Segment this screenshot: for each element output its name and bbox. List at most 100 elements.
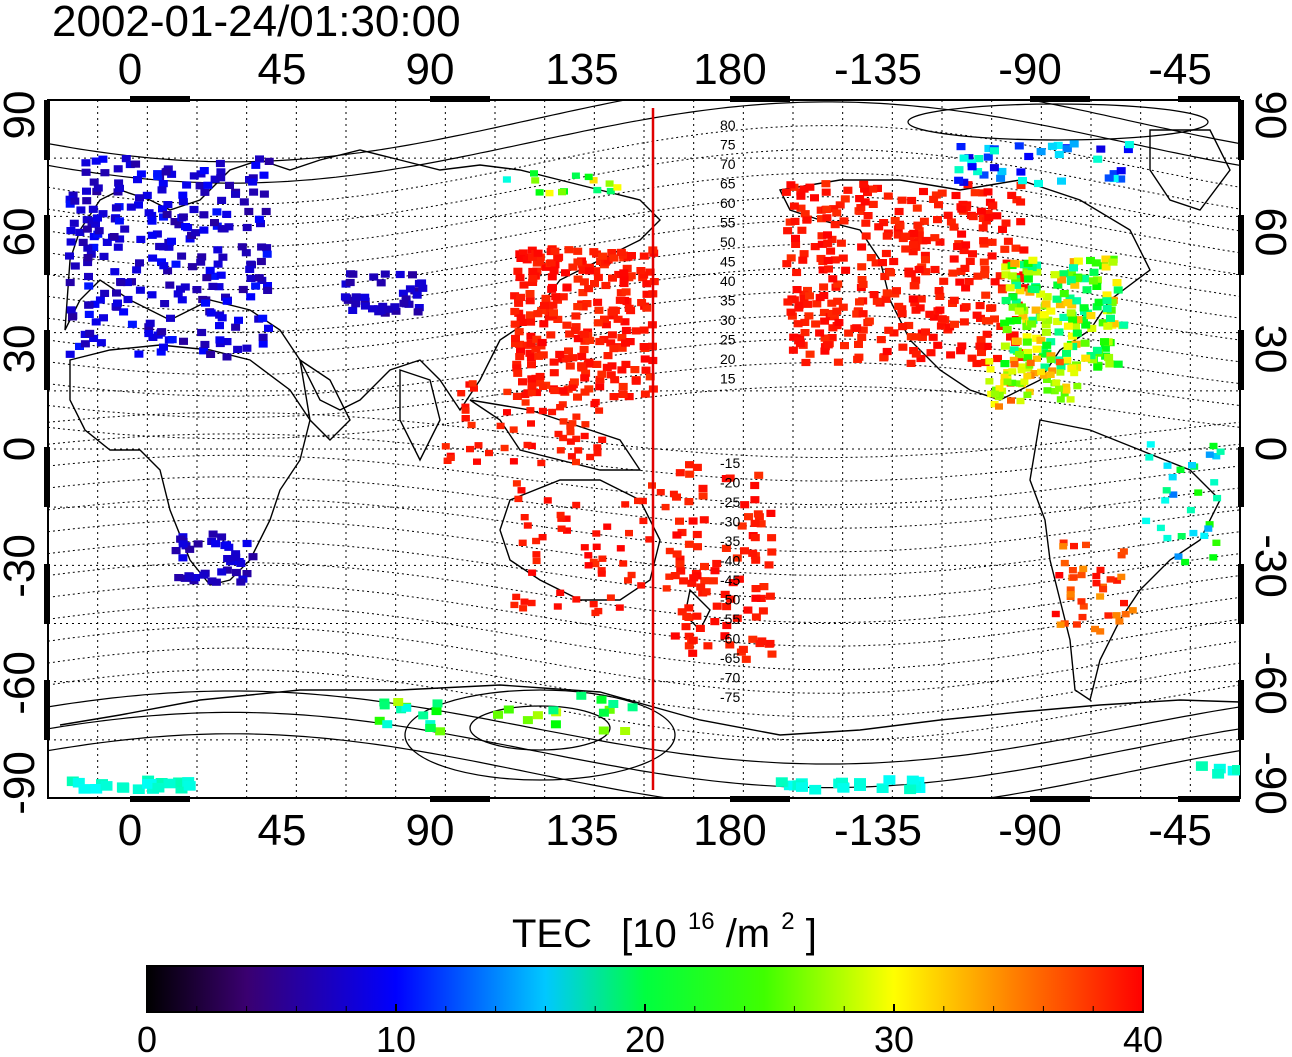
tec-cell xyxy=(804,312,814,320)
tec-cell xyxy=(645,268,655,276)
tec-cell xyxy=(676,567,686,575)
tec-cell xyxy=(593,298,603,306)
tec-cell xyxy=(720,590,730,598)
tec-cell xyxy=(613,184,622,191)
tec-cell xyxy=(1073,257,1083,265)
tec-cell xyxy=(987,304,997,312)
mlat-contour xyxy=(48,412,1240,458)
tec-cell xyxy=(580,544,589,551)
tec-cell xyxy=(1014,142,1024,150)
tec-cell xyxy=(957,342,967,350)
tec-cell xyxy=(178,198,188,206)
tec-cell xyxy=(946,218,956,226)
tec-cell xyxy=(600,315,609,323)
tec-cell xyxy=(513,369,523,377)
tec-cell xyxy=(213,260,223,268)
tec-cell xyxy=(1145,454,1154,461)
tec-cell xyxy=(1121,611,1130,618)
tec-cell xyxy=(467,421,476,429)
tec-cell xyxy=(692,612,702,620)
tec-cell xyxy=(656,489,665,496)
mlat-contour xyxy=(48,711,1240,789)
tec-cell xyxy=(197,253,207,261)
tec-cell xyxy=(936,322,946,330)
tec-cell xyxy=(751,585,761,593)
tec-cell xyxy=(800,329,810,337)
tec-cell xyxy=(911,276,921,284)
tec-cell xyxy=(759,583,769,591)
tec-cell xyxy=(157,186,167,194)
tec-cell xyxy=(1104,353,1114,362)
tec-cell xyxy=(854,778,866,788)
tec-cell xyxy=(1066,586,1075,593)
tec-cell xyxy=(1041,320,1051,329)
tec-cell xyxy=(516,347,525,355)
tec-cell xyxy=(1023,259,1033,267)
tec-cell xyxy=(533,249,543,257)
tec-cell xyxy=(951,191,961,200)
tec-cell xyxy=(1102,291,1112,299)
tec-cell xyxy=(572,458,580,466)
tec-cell xyxy=(793,320,803,328)
tec-cell xyxy=(826,247,836,255)
tec-cell xyxy=(91,157,101,165)
tec-cell xyxy=(208,282,218,290)
tec-cell xyxy=(1009,346,1019,354)
tec-cell xyxy=(1072,274,1082,283)
tec-cell xyxy=(757,637,767,645)
tec-cell xyxy=(110,268,120,276)
tec-cell xyxy=(548,301,558,309)
tec-cell xyxy=(215,159,225,168)
tec-cell xyxy=(1043,376,1051,383)
tec-cell xyxy=(1068,332,1077,340)
tec-cell xyxy=(897,196,907,204)
tec-cell xyxy=(556,447,565,454)
tec-cell xyxy=(949,296,959,304)
tec-cell xyxy=(547,285,557,293)
tec-cell xyxy=(786,254,796,262)
tec-cell xyxy=(533,310,543,318)
tec-cell xyxy=(115,235,125,243)
tec-cell xyxy=(69,219,79,227)
tec-cell xyxy=(1096,593,1105,600)
tec-cell xyxy=(526,354,536,362)
tec-cell xyxy=(526,311,535,319)
tec-cell xyxy=(578,266,588,274)
coastline-segment xyxy=(299,358,351,441)
tec-cell xyxy=(414,304,424,312)
tec-cell xyxy=(98,155,108,163)
tec-cell xyxy=(895,222,905,230)
tec-cell xyxy=(794,301,804,309)
tec-cell xyxy=(1008,293,1018,301)
mlat-contour xyxy=(48,604,1240,671)
tec-cell xyxy=(642,280,652,288)
tec-cell xyxy=(1002,325,1012,334)
tec-cell xyxy=(461,415,470,422)
tec-cell xyxy=(598,252,608,260)
tec-cell xyxy=(930,313,939,321)
tec-cell xyxy=(134,350,144,358)
tec-cell xyxy=(1091,625,1099,633)
tec-cell xyxy=(698,484,708,492)
tec-cell xyxy=(1008,379,1017,387)
tec-cell xyxy=(191,574,200,582)
tec-cell xyxy=(817,232,827,240)
tec-cell xyxy=(116,782,129,792)
tec-cell xyxy=(1005,317,1015,325)
tec-cell xyxy=(712,559,722,568)
tec-cell xyxy=(1106,314,1115,322)
tec-cell xyxy=(592,530,601,537)
tec-cell xyxy=(621,360,631,368)
tec-cell xyxy=(96,339,106,347)
tec-cell xyxy=(167,170,177,178)
tec-cell xyxy=(595,407,604,414)
tec-cell xyxy=(827,235,837,243)
tec-cell xyxy=(693,543,702,551)
tec-cell xyxy=(799,250,809,258)
tec-cell xyxy=(597,570,606,577)
tec-cell xyxy=(1092,580,1101,587)
top-tick-label: -90 xyxy=(998,45,1062,94)
tec-cell xyxy=(1212,769,1225,779)
colorbar-unit-mid: /m xyxy=(726,912,770,956)
tec-cell xyxy=(817,240,827,248)
